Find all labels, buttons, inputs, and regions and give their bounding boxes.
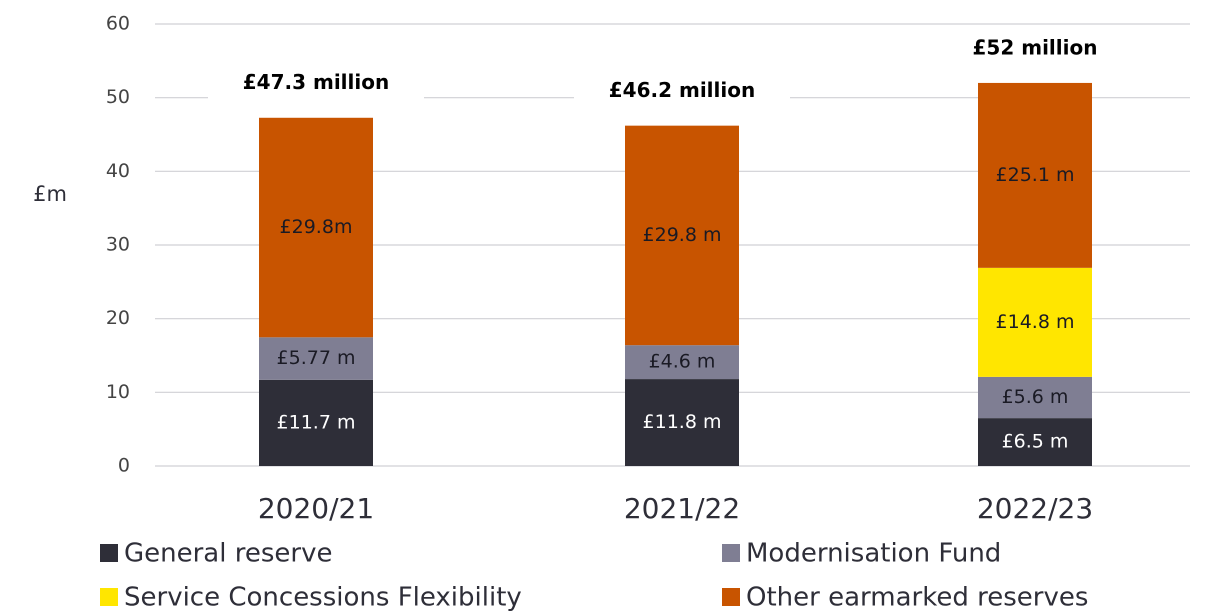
total-label-box bbox=[208, 66, 424, 101]
data-label: £5.6 m bbox=[1002, 386, 1069, 408]
data-label: £29.8m bbox=[280, 216, 353, 238]
total-label: £46.2 million bbox=[609, 78, 755, 102]
bar-segment bbox=[978, 376, 1092, 419]
bar-segment bbox=[625, 125, 739, 346]
bar-segment bbox=[259, 337, 373, 380]
legend-swatch bbox=[722, 544, 740, 562]
y-tick-label: 40 bbox=[106, 160, 130, 182]
data-label: £14.8 m bbox=[996, 311, 1075, 333]
bar-segment bbox=[259, 117, 373, 338]
legend-swatch bbox=[100, 544, 118, 562]
y-tick-label: 10 bbox=[106, 381, 130, 403]
data-label: £5.77 m bbox=[277, 347, 356, 369]
y-tick-label: 60 bbox=[106, 13, 130, 35]
y-axis-label: £m bbox=[33, 182, 67, 206]
legend-label: Modernisation Fund bbox=[746, 539, 1001, 569]
y-tick-label: 0 bbox=[118, 455, 130, 477]
x-tick-label: 2021/22 bbox=[624, 492, 740, 525]
data-label: £29.8 m bbox=[643, 224, 722, 246]
legend-swatch bbox=[100, 588, 118, 606]
legend-swatch bbox=[722, 588, 740, 606]
data-label: £6.5 m bbox=[1002, 431, 1069, 453]
x-tick-label: 2020/21 bbox=[258, 492, 374, 525]
bar-segment bbox=[625, 379, 739, 466]
data-label: £25.1 m bbox=[996, 164, 1075, 186]
total-label: £47.3 million bbox=[243, 70, 389, 94]
bar-segment bbox=[625, 345, 739, 380]
total-label-box bbox=[927, 31, 1143, 66]
data-label: £11.7 m bbox=[277, 411, 356, 433]
bar-segment bbox=[978, 82, 1092, 268]
data-label: £4.6 m bbox=[649, 351, 716, 373]
bar-segment bbox=[978, 418, 1092, 466]
bar-segment bbox=[978, 267, 1092, 377]
y-tick-label: 30 bbox=[106, 234, 130, 256]
bar-segment bbox=[259, 379, 373, 466]
total-label-box bbox=[574, 74, 790, 109]
y-tick-label: 50 bbox=[106, 86, 130, 108]
legend-label: General reserve bbox=[124, 539, 332, 569]
legend-label: Other earmarked reserves bbox=[746, 583, 1088, 613]
legend-label: Service Concessions Flexibility bbox=[124, 583, 522, 613]
x-tick-label: 2022/23 bbox=[977, 492, 1093, 525]
total-label: £52 million bbox=[973, 35, 1098, 59]
data-label: £11.8 m bbox=[643, 411, 722, 433]
y-tick-label: 20 bbox=[106, 307, 130, 329]
